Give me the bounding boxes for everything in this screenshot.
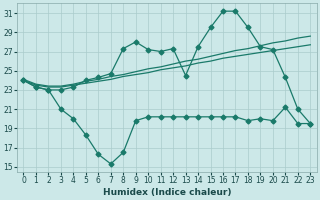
X-axis label: Humidex (Indice chaleur): Humidex (Indice chaleur) (103, 188, 231, 197)
